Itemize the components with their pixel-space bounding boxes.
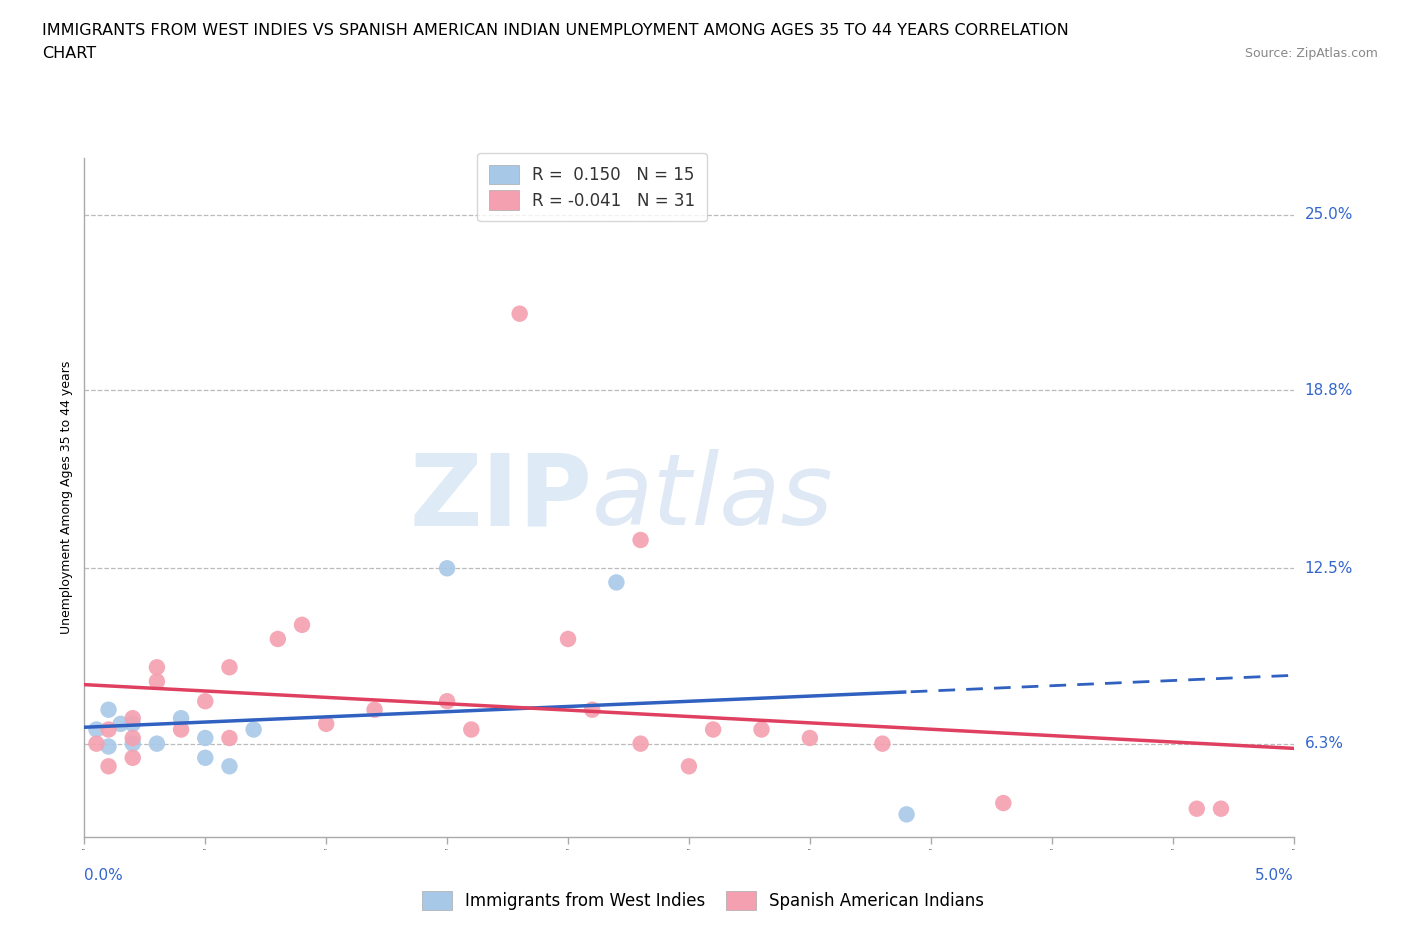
Point xyxy=(872,737,894,751)
Point xyxy=(896,807,918,822)
Point xyxy=(86,722,108,737)
Point xyxy=(146,737,169,751)
Point xyxy=(121,716,143,731)
Point xyxy=(678,759,700,774)
Text: atlas: atlas xyxy=(592,449,834,546)
Text: 5.0%: 5.0% xyxy=(1254,868,1294,883)
Point xyxy=(460,722,482,737)
Text: 0.0%: 0.0% xyxy=(84,868,124,883)
Point xyxy=(97,702,120,717)
Point xyxy=(267,631,290,646)
Text: CHART: CHART xyxy=(42,46,96,61)
Point xyxy=(146,674,169,689)
Point xyxy=(702,722,724,737)
Y-axis label: Unemployment Among Ages 35 to 44 years: Unemployment Among Ages 35 to 44 years xyxy=(60,361,73,634)
Point xyxy=(121,751,143,765)
Point xyxy=(146,660,169,675)
Point xyxy=(291,618,314,632)
Point xyxy=(436,694,458,709)
Point xyxy=(315,716,337,731)
Point xyxy=(630,533,652,548)
Point xyxy=(1185,802,1208,817)
Point xyxy=(121,711,143,725)
Point xyxy=(218,660,240,675)
Point xyxy=(436,561,458,576)
Point xyxy=(121,737,143,751)
Point xyxy=(363,702,385,717)
Point xyxy=(97,722,120,737)
Point xyxy=(509,306,531,321)
Text: Source: ZipAtlas.com: Source: ZipAtlas.com xyxy=(1244,46,1378,60)
Point xyxy=(218,759,240,774)
Point xyxy=(581,702,603,717)
Text: 6.3%: 6.3% xyxy=(1305,737,1344,751)
Text: 25.0%: 25.0% xyxy=(1305,207,1353,222)
Text: 12.5%: 12.5% xyxy=(1305,561,1353,576)
Point xyxy=(86,737,108,751)
Point xyxy=(170,711,193,725)
Text: ZIP: ZIP xyxy=(409,449,592,546)
Point xyxy=(557,631,579,646)
Point xyxy=(97,739,120,754)
Point xyxy=(97,759,120,774)
Point xyxy=(630,737,652,751)
Point xyxy=(993,796,1015,811)
Point xyxy=(194,694,217,709)
Point xyxy=(170,722,193,737)
Point xyxy=(605,575,627,590)
Point xyxy=(799,731,821,746)
Point xyxy=(751,722,773,737)
Point xyxy=(110,716,132,731)
Text: 18.8%: 18.8% xyxy=(1305,382,1353,397)
Legend: R =  0.150   N = 15, R = -0.041   N = 31: R = 0.150 N = 15, R = -0.041 N = 31 xyxy=(477,153,707,221)
Point xyxy=(121,731,143,746)
Point xyxy=(242,722,264,737)
Point xyxy=(1209,802,1232,817)
Point xyxy=(218,731,240,746)
Legend: Immigrants from West Indies, Spanish American Indians: Immigrants from West Indies, Spanish Ame… xyxy=(415,884,991,917)
Point xyxy=(194,751,217,765)
Point xyxy=(194,731,217,746)
Text: IMMIGRANTS FROM WEST INDIES VS SPANISH AMERICAN INDIAN UNEMPLOYMENT AMONG AGES 3: IMMIGRANTS FROM WEST INDIES VS SPANISH A… xyxy=(42,23,1069,38)
